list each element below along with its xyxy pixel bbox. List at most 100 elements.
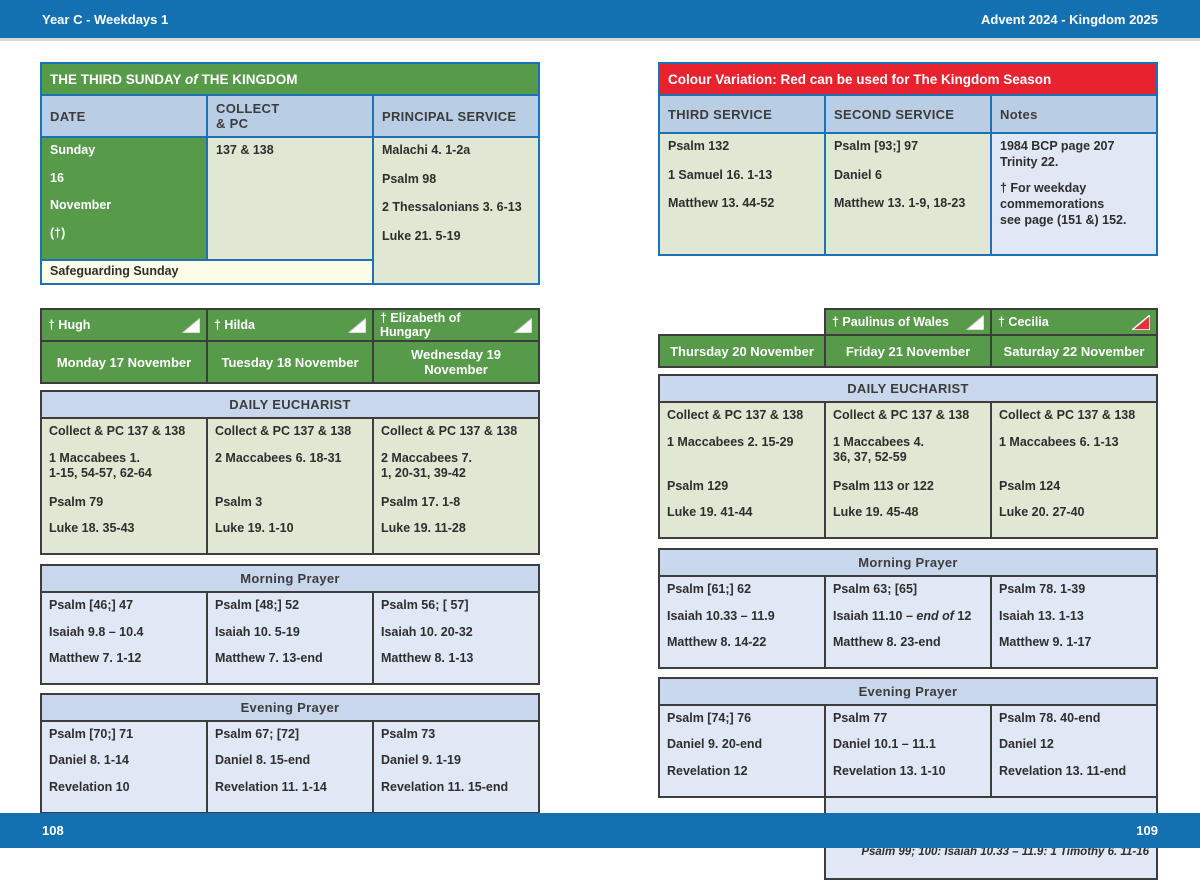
- reading-line: 1 Maccabees 6. 1-13: [999, 434, 1119, 449]
- reading-line: Revelation 10: [49, 780, 130, 794]
- reading-line: 2 Maccabees 6. 18-31: [215, 450, 342, 465]
- reading-line: Psalm 67; [72]: [215, 726, 300, 741]
- day-cell: Saturday 22 November: [990, 334, 1158, 368]
- evening-readings-cell: Psalm 78. 40-end Daniel 12 Revelation 13…: [990, 703, 1158, 798]
- date-line: 16: [50, 170, 64, 185]
- saint-cell: † Paulinus of Wales: [824, 308, 992, 336]
- evening-readings-cell: Psalm [70;] 71 Daniel 8. 1-14 Revelation…: [40, 719, 208, 814]
- corner-triangle-icon: [966, 314, 984, 330]
- reading-line: Collect & PC 137 & 138: [833, 408, 970, 422]
- reading-line: Psalm 98: [382, 171, 437, 186]
- daily-eucharist-block: DAILY EUCHARIST Collect & PC 137 & 138 1…: [40, 390, 540, 555]
- reading-line: Collect & PC 137 & 138: [49, 424, 186, 438]
- reading-line: Revelation 11. 1-14: [215, 780, 327, 794]
- eucharist-readings-cell: Collect & PC 137 & 138 1 Maccabees 1. 1-…: [40, 417, 208, 555]
- eucharist-readings-cell: Collect & PC 137 & 138 1 Maccabees 6. 1-…: [990, 401, 1158, 539]
- reading-line: Daniel 12: [999, 737, 1054, 752]
- day-cell: Friday 21 November: [824, 334, 992, 368]
- reading-line: Luke 19. 41-44: [667, 505, 753, 520]
- reading-line: Revelation 12: [667, 764, 748, 778]
- reading-line: Revelation 13. 1-10: [833, 764, 946, 778]
- sunday-table: THE THIRD SUNDAY of THE KINGDOM DATE COL…: [40, 62, 540, 285]
- saint-name: † Elizabeth of Hungary: [380, 311, 461, 339]
- morning-readings-cell: Psalm 63; [65] Isaiah 11.10 – end of 12 …: [824, 574, 992, 669]
- evening-readings-cell: Psalm 77 Daniel 10.1 – 11.1 Revelation 1…: [824, 703, 992, 798]
- day-cell: Thursday 20 November: [658, 334, 826, 368]
- column-header-third-service: THIRD SERVICE: [658, 94, 826, 134]
- reading-line: Matthew 8. 1-13: [381, 651, 474, 666]
- morning-prayer-heading: Morning Prayer: [40, 563, 540, 593]
- reading-line: Psalm [70;] 71: [49, 726, 134, 741]
- weekdays-right-table: † Paulinus of Wales † Cecilia Thursday 2…: [658, 308, 1158, 880]
- reading-line: Luke 20. 27-40: [999, 505, 1085, 520]
- saint-name: † Hugh: [48, 318, 91, 332]
- reading-line: Psalm 3: [215, 494, 263, 509]
- reading-line: 2 Thessalonians 3. 6-13: [382, 200, 522, 215]
- principal-service-cell: Malachi 4. 1-2a Psalm 98 2 Thessalonians…: [372, 136, 540, 285]
- morning-readings-cell: Psalm 56; [ 57] Isaiah 10. 20-32 Matthew…: [372, 590, 540, 685]
- reading-line: Luke 19. 1-10: [215, 521, 294, 536]
- reading-line: Daniel 9. 20-end: [667, 737, 763, 752]
- saint-cell: † Hilda: [206, 308, 374, 342]
- series-title: Year C - Weekdays 1: [42, 11, 169, 27]
- reading-line: Luke 18. 35-43: [49, 521, 135, 536]
- date-line: November: [50, 198, 112, 213]
- weekdays-left-header-block: † Hugh † Hilda † Elizabeth of Hungary Mo…: [40, 308, 540, 384]
- reading-line: Psalm 132: [668, 139, 730, 153]
- colour-variation-table: Colour Variation: Red can be used for Th…: [658, 62, 1158, 256]
- reading-line: Matthew 7. 1-12: [49, 651, 142, 666]
- reading-line: Isaiah 10. 20-32: [381, 624, 473, 639]
- reading-line: Psalm 77: [833, 710, 888, 725]
- sunday-table-title: THE THIRD SUNDAY of THE KINGDOM: [40, 62, 540, 96]
- reading-line: Psalm 129: [667, 478, 729, 493]
- date-line: (†): [50, 225, 66, 240]
- eucharist-readings-cell: Collect & PC 137 & 138 2 Maccabees 7. 1,…: [372, 417, 540, 555]
- reading-line: Isaiah 10.33 – 11.9: [667, 608, 775, 623]
- saint-name: † Hilda: [214, 318, 255, 332]
- second-service-cell: Psalm [93;] 97 Daniel 6 Matthew 13. 1-9,…: [824, 132, 992, 256]
- eucharist-readings-cell: Collect & PC 137 & 138 1 Maccabees 4. 36…: [824, 401, 992, 539]
- reading-line: Psalm [46;] 47: [49, 597, 134, 612]
- reading-line: Daniel 6: [834, 167, 882, 182]
- morning-readings-cell: Psalm [61;] 62 Isaiah 10.33 – 11.9 Matth…: [658, 574, 826, 669]
- daily-eucharist-heading: DAILY EUCHARIST: [658, 374, 1158, 403]
- morning-readings-cell: Psalm 78. 1-39 Isaiah 13. 1-13 Matthew 9…: [990, 574, 1158, 669]
- reading-line: Psalm 78. 1-39: [999, 581, 1086, 596]
- saint-name: † Paulinus of Wales: [832, 315, 949, 329]
- reading-line: Collect & PC 137 & 138: [999, 408, 1136, 422]
- corner-triangle-icon: [348, 317, 366, 333]
- evening-readings-cell: Psalm [74;] 76 Daniel 9. 20-end Revelati…: [658, 703, 826, 798]
- column-header-collect: COLLECT & PC: [206, 94, 374, 138]
- reading-line: 1 Maccabees 2. 15-29: [667, 434, 794, 449]
- reading-line: Matthew 8. 14-22: [667, 635, 767, 650]
- colour-variation-title: Colour Variation: Red can be used for Th…: [658, 62, 1158, 96]
- reading-line: 1 Samuel 16. 1-13: [668, 167, 773, 182]
- reading-line: Luke 19. 45-48: [833, 505, 919, 520]
- reading-line: Matthew 7. 13-end: [215, 651, 323, 666]
- evening-prayer-block: Evening Prayer Psalm [70;] 71 Daniel 8. …: [40, 692, 540, 814]
- reading-line: Psalm 63; [65]: [833, 581, 918, 596]
- column-header-date: DATE: [40, 94, 208, 138]
- reading-line: Psalm [61;] 62: [667, 581, 752, 596]
- notes-cell: 1984 BCP page 207 Trinity 22. † For week…: [990, 132, 1158, 256]
- reading-line: Matthew 13. 1-9, 18-23: [834, 196, 966, 211]
- weekdays-right-header-block: † Paulinus of Wales † Cecilia Thursday 2…: [658, 308, 1158, 368]
- reading-line: Psalm 78. 40-end: [999, 710, 1101, 725]
- saint-cell: † Cecilia: [990, 308, 1158, 336]
- saint-cell: † Elizabeth of Hungary: [372, 308, 540, 342]
- morning-prayer-block: Morning Prayer Psalm [61;] 62 Isaiah 10.…: [658, 547, 1158, 669]
- evening-prayer-heading: Evening Prayer: [658, 676, 1158, 706]
- column-header-notes: Notes: [990, 94, 1158, 134]
- page-header-bar: Year C - Weekdays 1 Advent 2024 - Kingdo…: [0, 0, 1200, 41]
- reading-line: Isaiah 10. 5-19: [215, 624, 300, 639]
- reading-line: Psalm 73: [381, 726, 436, 741]
- daily-eucharist-block: DAILY EUCHARIST Collect & PC 137 & 138 1…: [658, 374, 1158, 539]
- reading-line: Psalm [74;] 76: [667, 710, 752, 725]
- reading-line: Daniel 8. 1-14: [49, 753, 129, 768]
- column-header-principal-service: PRINCIPAL SERVICE: [372, 94, 540, 138]
- reading-line: Psalm 79: [49, 494, 104, 509]
- third-service-cell: Psalm 132 1 Samuel 16. 1-13 Matthew 13. …: [658, 132, 826, 256]
- evening-readings-cell: Psalm 73 Daniel 9. 1-19 Revelation 11. 1…: [372, 719, 540, 814]
- reading-line: 1 Maccabees 4. 36, 37, 52-59: [833, 434, 925, 465]
- reading-line: 2 Maccabees 7. 1, 20-31, 39-42: [381, 450, 473, 481]
